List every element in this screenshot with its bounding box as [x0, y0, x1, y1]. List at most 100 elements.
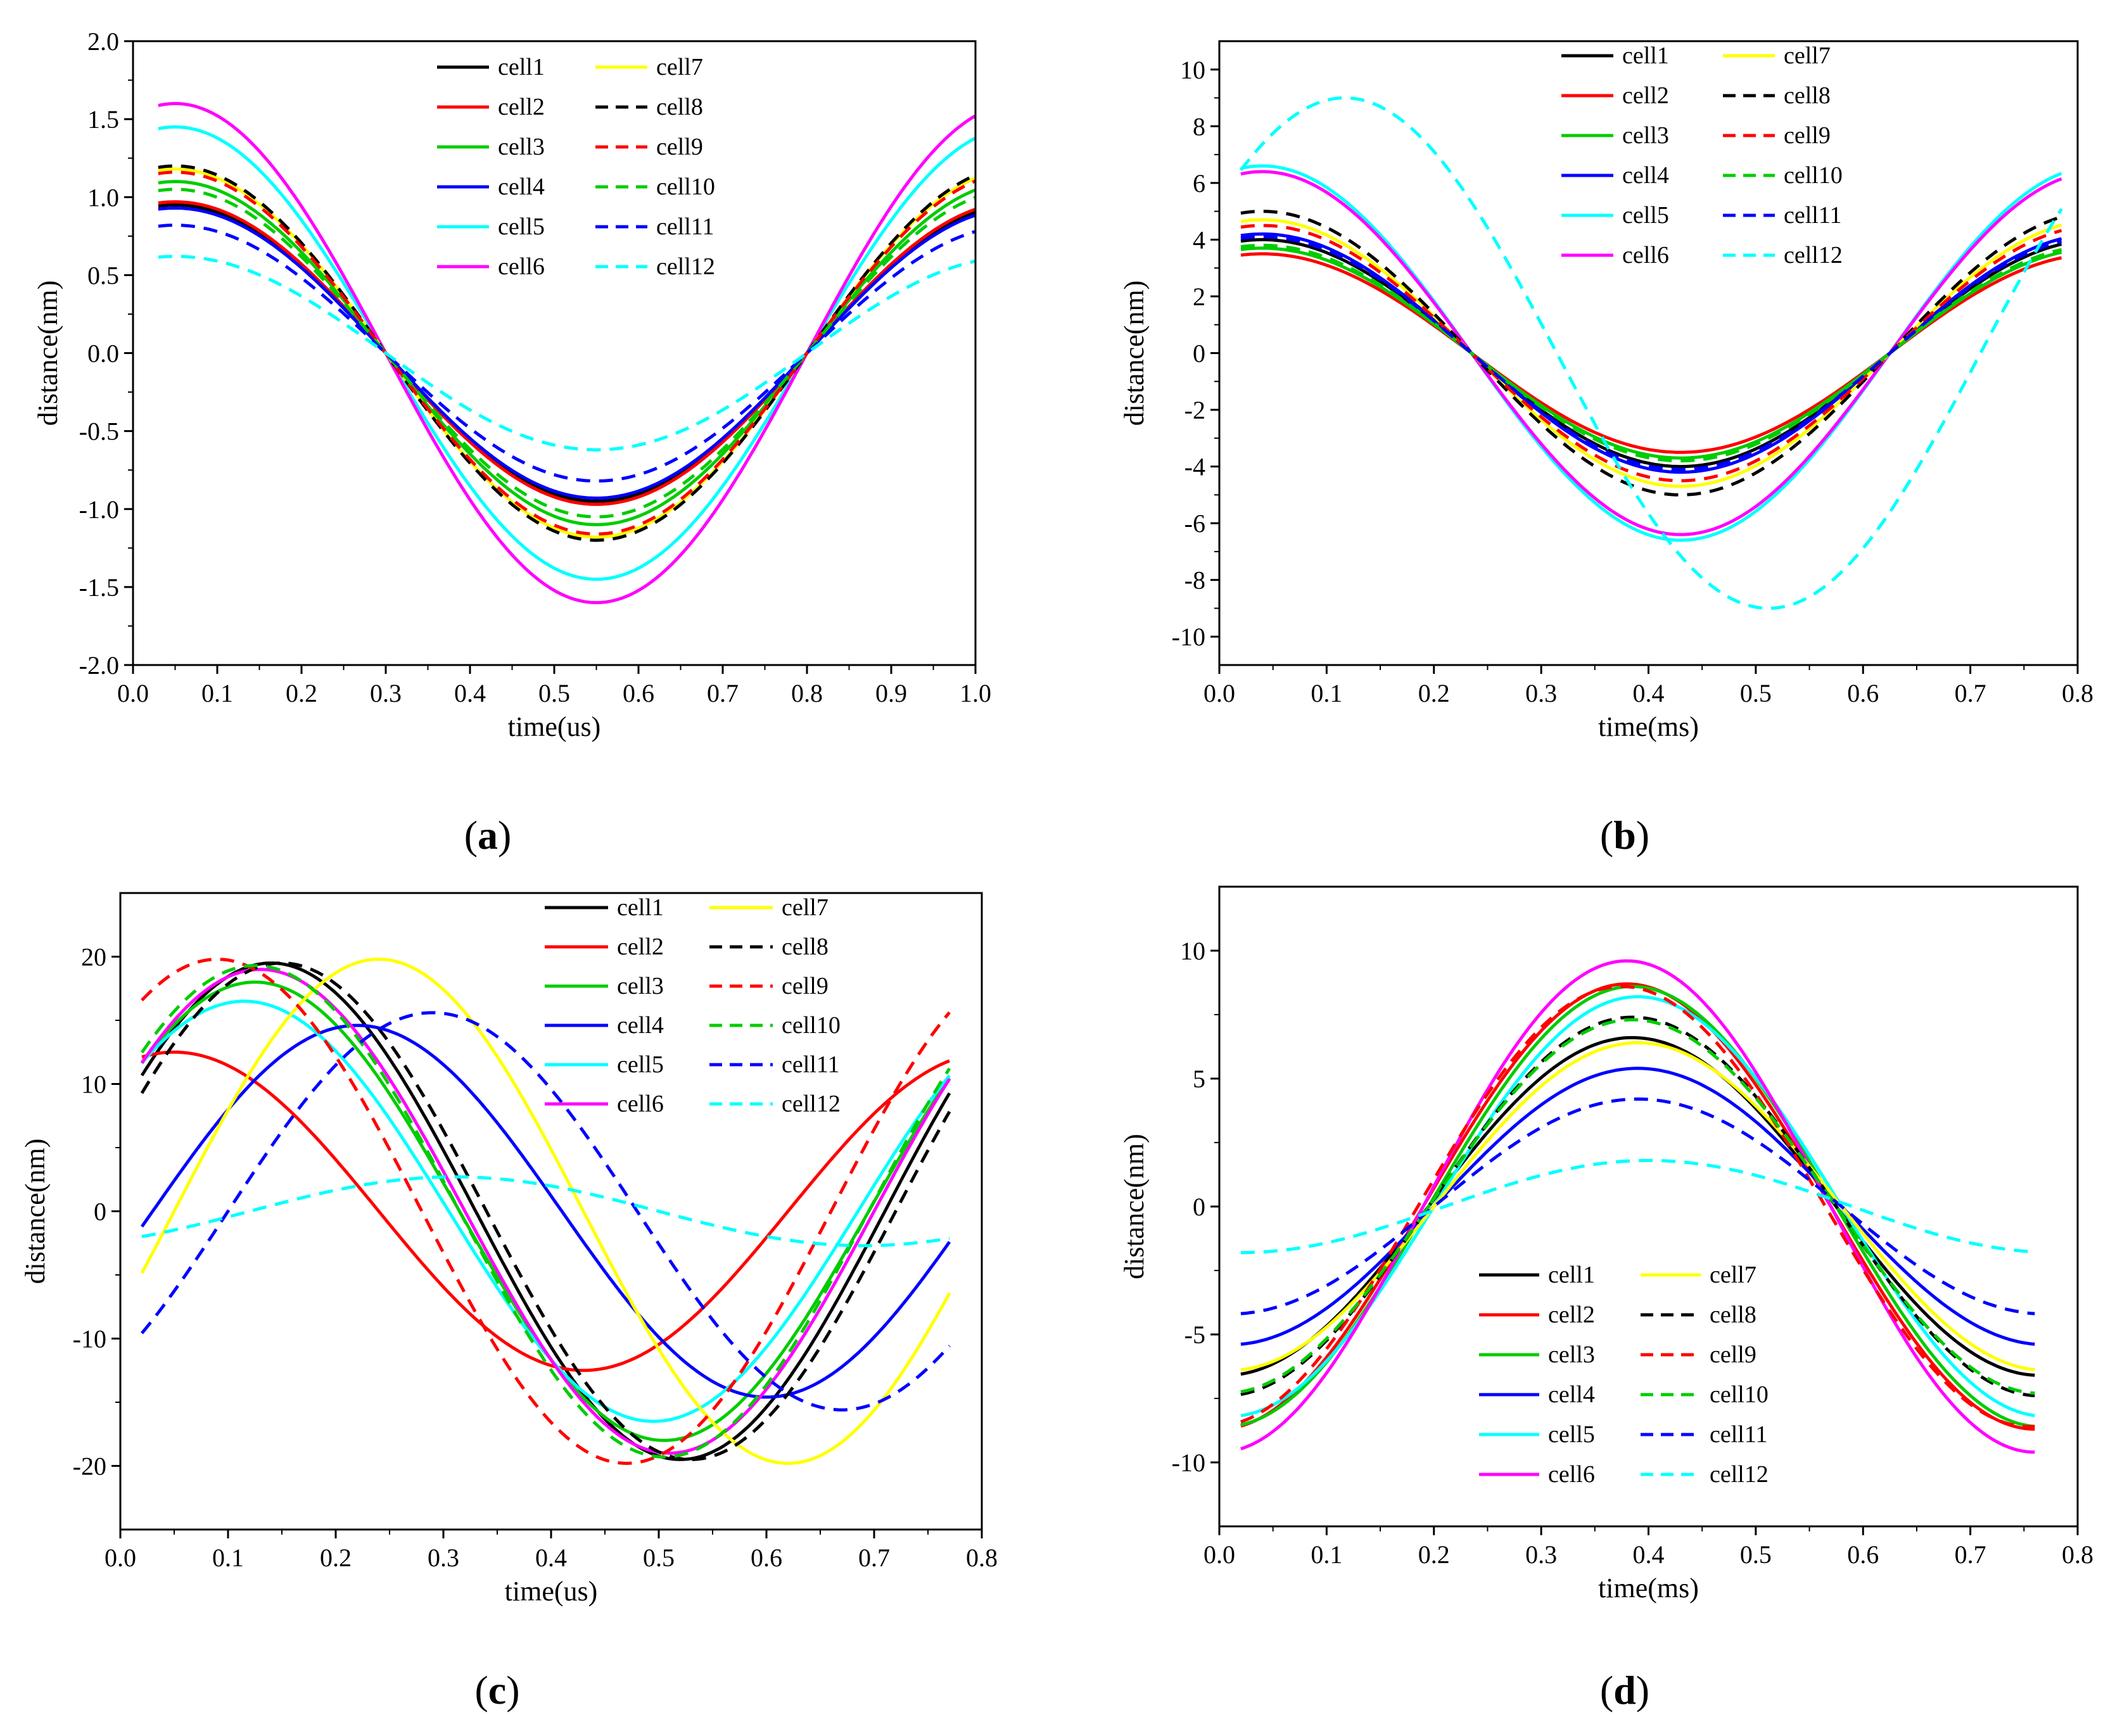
- x-tick-label: 0.6: [751, 1543, 782, 1572]
- series-line-cell3: [1240, 246, 2062, 460]
- series-line-cell7: [1240, 1041, 2035, 1372]
- y-tick-label: -20: [73, 1452, 106, 1481]
- legend-label-cell3: cell3: [617, 973, 664, 999]
- legend-label-cell1: cell1: [1622, 42, 1669, 69]
- legend-label-cell8: cell8: [656, 94, 703, 120]
- x-tick-label: 0.7: [707, 679, 739, 707]
- x-tick-label: 0.0: [105, 1543, 136, 1572]
- x-tick-label: 0.1: [212, 1543, 244, 1572]
- x-tick-label: 0.4: [1633, 679, 1665, 707]
- x-tick-label: 0.4: [1633, 1540, 1665, 1569]
- series-group: [158, 102, 975, 604]
- y-tick-label: -4: [1185, 453, 1205, 481]
- y-tick-label: -2.0: [79, 651, 119, 680]
- x-tick-label: 0.8: [966, 1543, 998, 1572]
- series-line-cell10: [1240, 243, 2062, 463]
- x-tick-label: 0.2: [286, 679, 317, 707]
- series-line-cell8: [1240, 210, 2062, 497]
- series-line-cell2: [1240, 982, 2035, 1431]
- y-tick-label: 0: [1193, 339, 1205, 368]
- series-line-cell2: [141, 1050, 950, 1372]
- series-line-cell6: [1240, 170, 2062, 536]
- x-tick-label: 0.1: [1311, 1540, 1342, 1569]
- series-line-cell7: [140, 958, 951, 1465]
- x-tick-label: 0.1: [1311, 679, 1342, 707]
- legend-label-cell7: cell7: [1784, 42, 1831, 69]
- legend-label-cell3: cell3: [1622, 122, 1669, 149]
- y-axis-title: distance(nm): [1119, 281, 1150, 426]
- chart-panel-c: 0.0 0.1 0.2 0.3 0.4 0.5 0.6 0.7 0.8 -20 -10 0 10 20 ti…: [20, 892, 998, 1713]
- legend-label-cell11: cell11: [782, 1051, 839, 1078]
- legend-label-cell5: cell5: [498, 213, 545, 240]
- series-line-cell1: [1240, 1036, 2035, 1377]
- series-line-cell6: [1240, 959, 2035, 1454]
- legend-label-cell2: cell2: [1622, 82, 1669, 109]
- x-tick-label: 0.9: [875, 679, 907, 707]
- y-tick-label: 1.0: [87, 183, 119, 212]
- x-tick-label: 0.1: [201, 679, 233, 707]
- legend-label-cell10: cell10: [1710, 1381, 1769, 1408]
- legend-label-cell3: cell3: [1548, 1341, 1595, 1368]
- legend-label-cell5: cell5: [1622, 202, 1669, 229]
- panel-label: (c): [474, 1668, 519, 1713]
- series-line-cell11: [1240, 1097, 2035, 1315]
- series-line-cell6: [140, 968, 951, 1455]
- y-tick-label: -2: [1185, 396, 1205, 424]
- x-tick-label: 1.0: [960, 679, 991, 707]
- y-axis-title: distance(nm): [32, 281, 63, 426]
- y-tick-label: 1.5: [87, 105, 119, 134]
- legend-label-cell7: cell7: [782, 894, 829, 921]
- series-line-cell10: [158, 187, 975, 519]
- x-tick-label: 0.3: [428, 1543, 459, 1572]
- series-line-cell12: [1240, 1158, 2035, 1255]
- chart-panel-d: 0.0 0.1 0.2 0.3 0.4 0.5 0.6 0.7 0.8 -10 -5 0 5 10 time…: [1119, 885, 2093, 1713]
- legend-label-cell6: cell6: [1622, 242, 1669, 269]
- legend-label-cell8: cell8: [1784, 82, 1831, 109]
- y-tick-label: 6: [1193, 169, 1205, 198]
- legend: cell1 cell2 cell3 cell4 cell5 cell6 cell7 cell8…: [1561, 42, 1843, 269]
- legend-label-cell4: cell4: [498, 174, 545, 200]
- x-tick-label: 0.8: [791, 679, 823, 707]
- x-axis-title: time(us): [508, 711, 601, 742]
- y-tick-label: 2: [1193, 282, 1205, 311]
- x-axis-title: time(ms): [1598, 711, 1699, 742]
- series-line-cell3: [1240, 985, 2035, 1428]
- x-tick-label: 0.6: [1847, 679, 1879, 707]
- x-tick-label: 0.6: [623, 679, 654, 707]
- legend-label-cell10: cell10: [656, 174, 715, 200]
- x-tick-label: 0.2: [1418, 1540, 1450, 1569]
- x-tick-label: 0.7: [1955, 1540, 1986, 1569]
- series-line-cell9: [1240, 224, 2062, 483]
- legend-label-cell11: cell11: [1710, 1421, 1767, 1448]
- x-axis-title: time(us): [505, 1576, 598, 1607]
- series-group: [140, 958, 951, 1465]
- x-tick-label: 0.8: [2062, 1540, 2093, 1569]
- legend-label-cell6: cell6: [617, 1091, 664, 1117]
- legend-label-cell7: cell7: [1710, 1262, 1756, 1288]
- series-line-cell5: [1240, 995, 2035, 1417]
- y-tick-label: -10: [1172, 1448, 1205, 1477]
- legend-label-cell1: cell1: [617, 894, 664, 921]
- y-tick-label: 0: [94, 1198, 106, 1226]
- x-tick-label: 0.0: [1204, 679, 1235, 707]
- legend-label-cell6: cell6: [498, 253, 545, 280]
- legend-label-cell12: cell12: [656, 253, 715, 280]
- series-line-cell5: [158, 125, 975, 581]
- y-tick-label: 4: [1193, 225, 1205, 254]
- x-tick-label: 0.6: [1847, 1540, 1879, 1569]
- legend-label-cell9: cell9: [1784, 122, 1831, 149]
- y-tick-label: 0.5: [87, 261, 119, 289]
- series-line-cell11: [141, 1011, 951, 1412]
- series-line-cell12: [158, 255, 975, 452]
- legend-label-cell12: cell12: [1784, 242, 1843, 269]
- series-line-cell4: [158, 206, 975, 500]
- panel-label: (d): [1600, 1668, 1649, 1713]
- x-tick-label: 0.3: [370, 679, 402, 707]
- x-tick-label: 0.5: [1740, 679, 1772, 707]
- legend-label-cell1: cell1: [1548, 1262, 1595, 1288]
- y-tick-label: 10: [1180, 56, 1205, 84]
- x-tick-label: 0.2: [1418, 679, 1450, 707]
- y-tick-label: 10: [1180, 937, 1205, 965]
- legend: cell1 cell2 cell3 cell4 cell5 cell6 cell7 cell8…: [545, 894, 841, 1117]
